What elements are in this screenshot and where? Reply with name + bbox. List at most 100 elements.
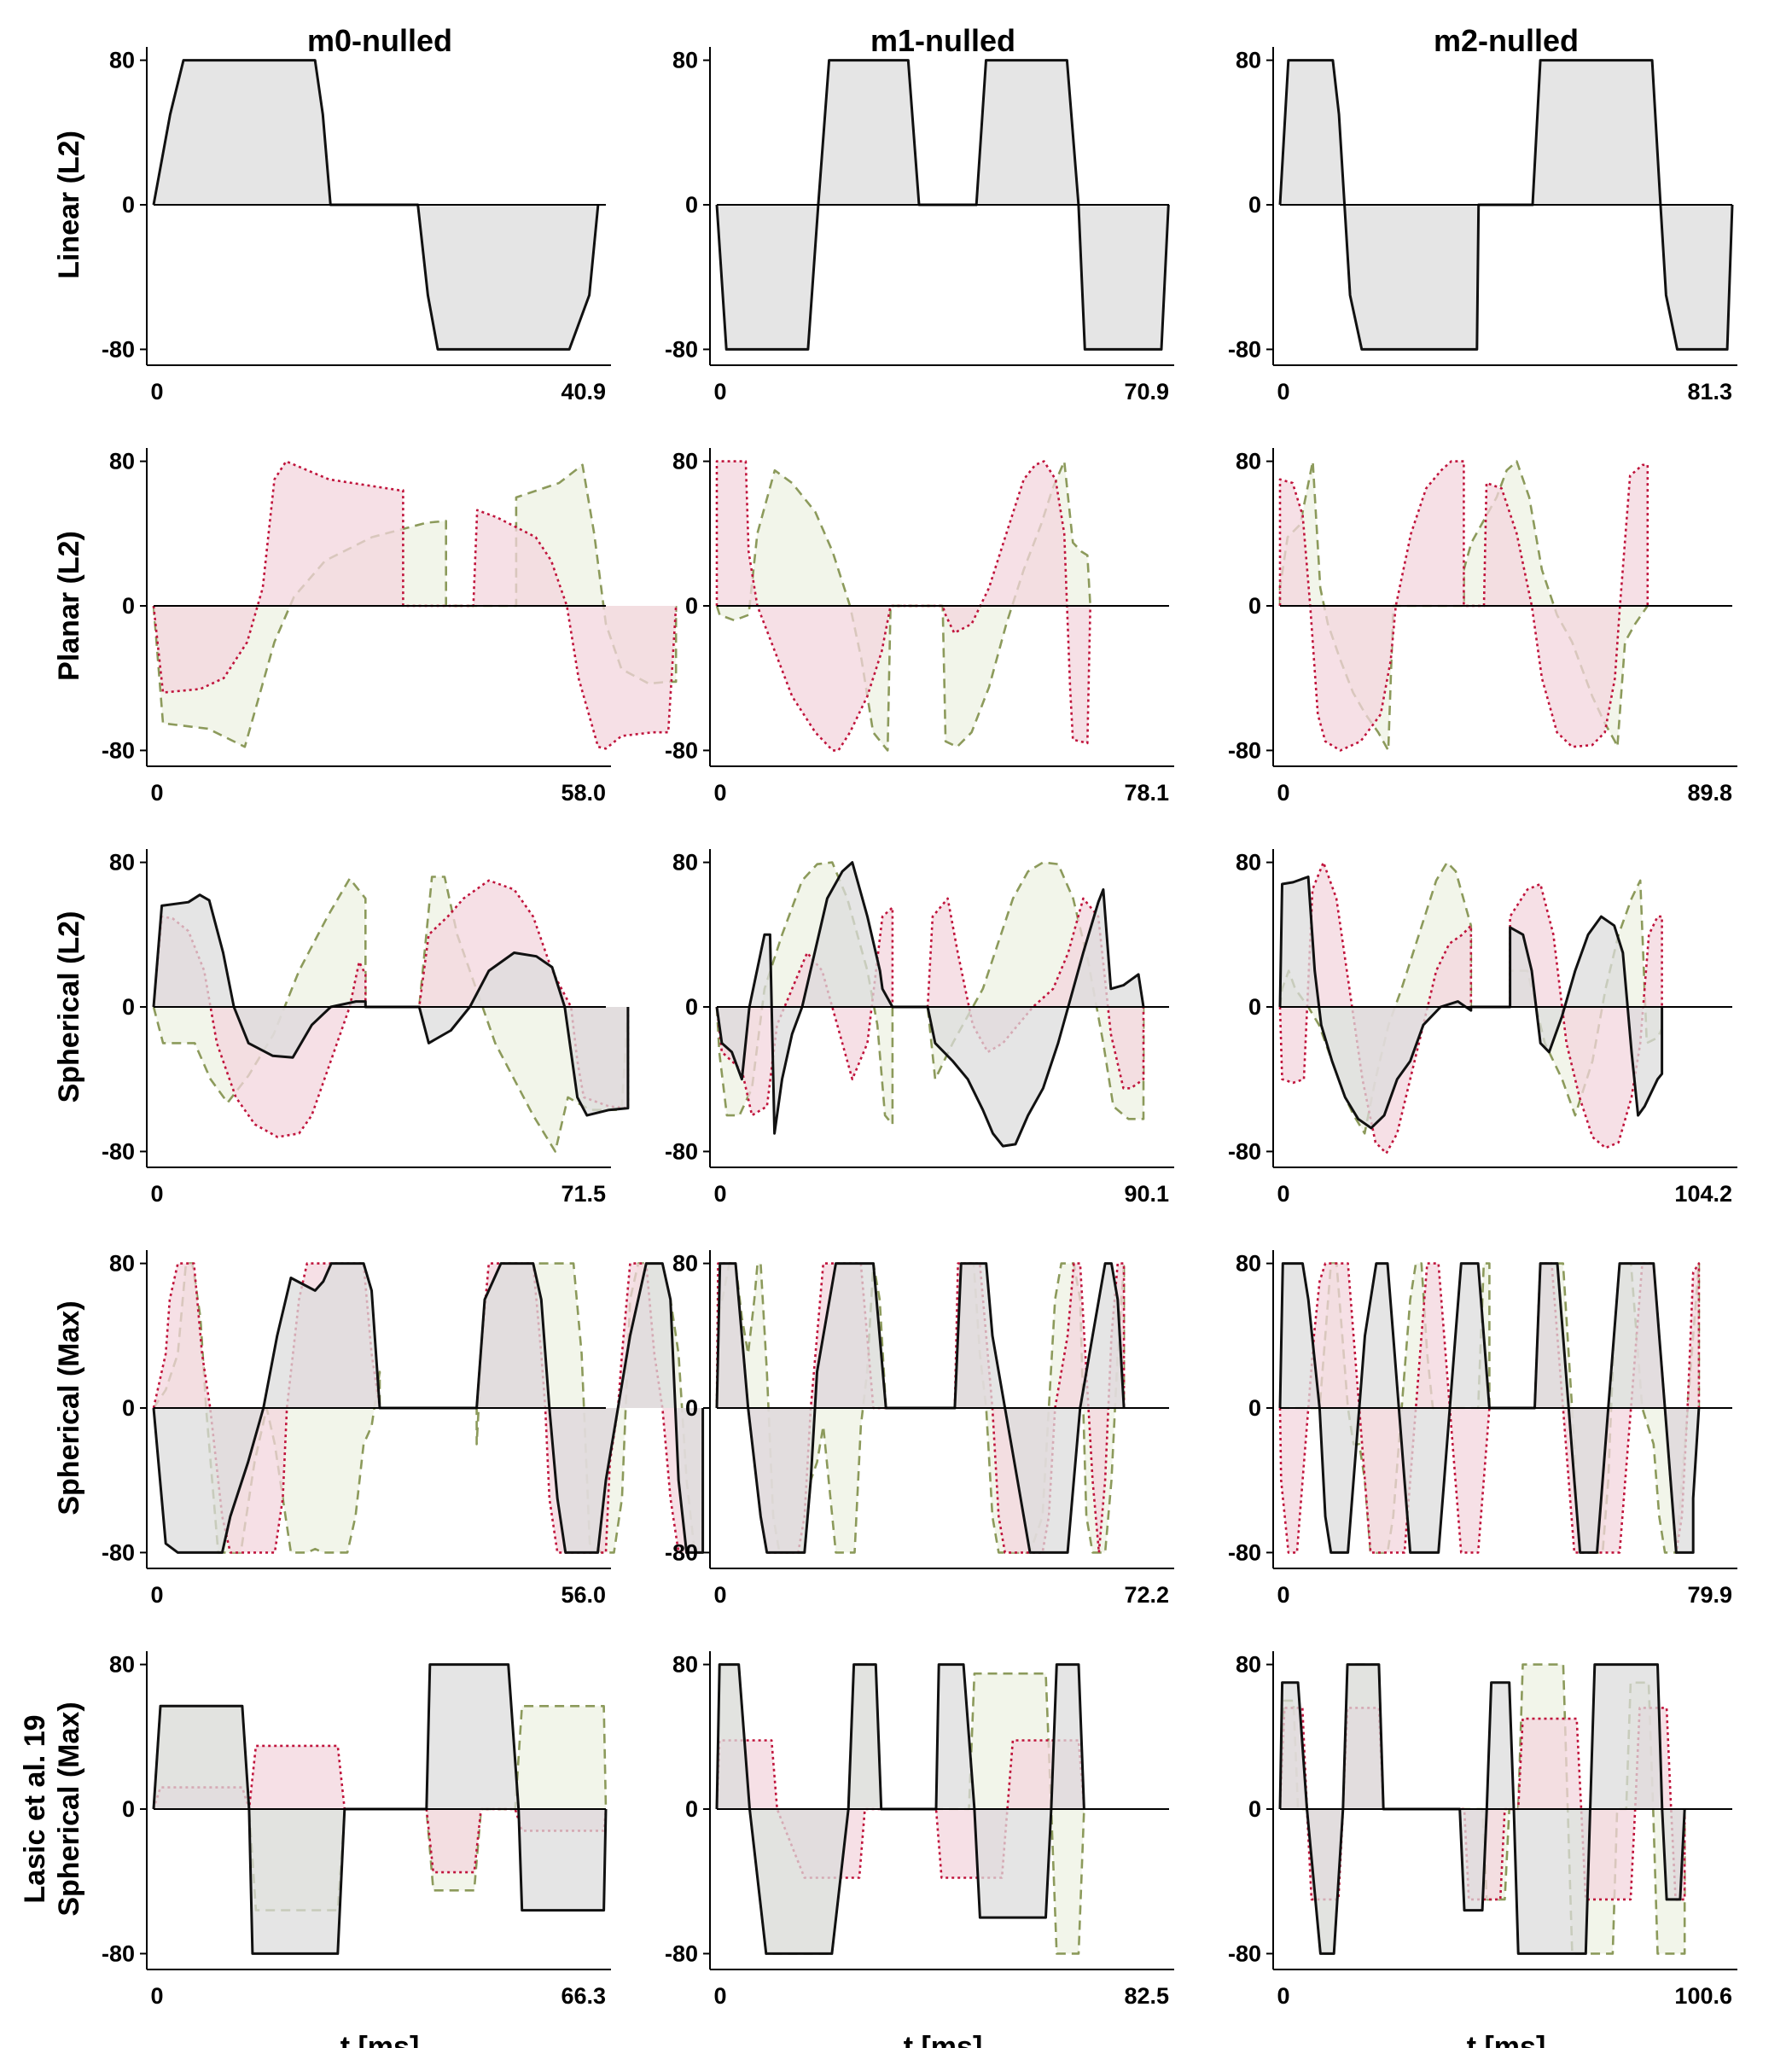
y-tick-label: -80: [665, 336, 698, 362]
series-x-fill: [1280, 1263, 1699, 1553]
y-tick-label: 0: [122, 1796, 135, 1822]
series-x-fill: [1280, 60, 1732, 350]
x-start-label: 0: [1277, 379, 1289, 404]
y-tick-label: -80: [1228, 1539, 1261, 1565]
y-tick-label: -80: [102, 737, 135, 763]
row-label: Planar (L2): [53, 531, 85, 681]
duration-label: 58.0: [561, 780, 606, 806]
y-tick-label: 80: [109, 850, 135, 876]
row-label: Spherical (L2): [53, 911, 85, 1103]
panel: 80 0 -80 0 72.2: [665, 1250, 1174, 1608]
panel: 80 0 -80 0 81.3: [1228, 47, 1737, 404]
row-label: Spherical (Max): [53, 1702, 85, 1916]
series-x-fill: [154, 1263, 703, 1553]
panel: 80 0 -80 0 100.6: [1228, 1651, 1737, 2009]
duration-label: 56.0: [561, 1582, 606, 1608]
y-tick-label: -80: [102, 1539, 135, 1565]
y-tick-label: 80: [1236, 850, 1261, 876]
y-tick-label: 0: [685, 1395, 698, 1421]
duration-label: 81.3: [1687, 379, 1732, 404]
y-tick-label: 0: [685, 192, 698, 218]
column-title: m2-nulled: [1434, 23, 1579, 58]
y-tick-label: 80: [109, 48, 135, 73]
series-z-fill: [1280, 461, 1648, 751]
y-tick-label: -80: [102, 336, 135, 362]
y-tick-label: -80: [665, 1539, 698, 1565]
x-start-label: 0: [1277, 1181, 1289, 1207]
panel: 80 0 -80 0 104.2: [1228, 849, 1737, 1207]
duration-label: 70.9: [1124, 379, 1169, 404]
series-z-fill: [154, 461, 677, 749]
series-z-fill: [154, 1745, 606, 1873]
y-tick-label: 80: [1236, 1251, 1261, 1277]
y-tick-label: 0: [1248, 1796, 1261, 1822]
duration-label: 79.9: [1687, 1582, 1732, 1608]
series-z-line: [715, 897, 1145, 1117]
y-tick-label: 80: [109, 449, 135, 474]
y-tick-label: -80: [665, 737, 698, 763]
x-start-label: 0: [713, 1582, 726, 1608]
row-label: Lasic et al. 19: [19, 1714, 51, 1903]
series-x-line: [1278, 1663, 1686, 1955]
y-tick-label: 0: [1248, 192, 1261, 218]
series-x-fill: [1280, 876, 1662, 1128]
y-tick-label: 0: [1248, 994, 1261, 1020]
y-tick-label: 80: [109, 1251, 135, 1277]
series-x-line: [152, 1262, 705, 1554]
y-tick-label: 80: [672, 1251, 698, 1277]
y-tick-label: 80: [1236, 48, 1261, 73]
panel: 80 0 -80 0 78.1: [665, 448, 1174, 806]
x-start-label: 0: [713, 1181, 726, 1207]
x-axis-title: t [ms]: [340, 2031, 420, 2048]
series-x-line: [1278, 1262, 1701, 1554]
y-tick-label: 80: [672, 850, 698, 876]
panel: 80 0 -80 0 70.9: [665, 47, 1174, 404]
panel: 80 0 -80 0 82.5: [665, 1651, 1174, 2009]
duration-label: 66.3: [561, 1983, 606, 2009]
duration-label: 90.1: [1124, 1181, 1169, 1207]
y-tick-label: 0: [1248, 593, 1261, 619]
panel: 80 0 -80 0 40.9: [102, 47, 611, 404]
duration-label: 89.8: [1687, 780, 1732, 806]
duration-label: 82.5: [1124, 1983, 1169, 2009]
y-tick-label: -80: [1228, 336, 1261, 362]
series-x-fill: [717, 1263, 1125, 1553]
x-axis-title: t [ms]: [904, 2031, 983, 2048]
y-tick-label: 0: [685, 1796, 698, 1822]
panel: 80 0 -80 0 66.3: [102, 1651, 611, 2009]
y-tick-label: 0: [685, 994, 698, 1020]
x-start-label: 0: [150, 1181, 163, 1207]
series-x-fill: [717, 1664, 1085, 1954]
x-start-label: 0: [1277, 1582, 1289, 1608]
duration-label: 104.2: [1674, 1181, 1732, 1207]
series-z-line: [1278, 1262, 1701, 1554]
x-start-label: 0: [713, 379, 726, 404]
row-label: Spherical (Max): [53, 1300, 85, 1515]
duration-label: 78.1: [1124, 780, 1169, 806]
y-tick-label: 80: [672, 1652, 698, 1678]
x-start-label: 0: [150, 379, 163, 404]
series-z-fill: [154, 880, 628, 1137]
panel: 80 0 -80 0 71.5: [102, 849, 630, 1207]
y-tick-label: 0: [122, 192, 135, 218]
y-tick-label: 0: [122, 1395, 135, 1421]
duration-label: 100.6: [1674, 1983, 1732, 2009]
y-tick-label: -80: [102, 1940, 135, 1966]
series-x-fill: [717, 60, 1169, 350]
y-tick-label: -80: [1228, 1940, 1261, 1966]
x-start-label: 0: [150, 1582, 163, 1608]
duration-label: 40.9: [561, 379, 606, 404]
y-tick-label: -80: [1228, 737, 1261, 763]
duration-label: 71.5: [561, 1181, 606, 1207]
series-y-fill: [154, 1263, 703, 1553]
series-y-line: [715, 1262, 1126, 1554]
y-tick-label: 80: [1236, 449, 1261, 474]
series-z-fill: [717, 461, 1091, 751]
y-tick-label: 80: [109, 1652, 135, 1678]
column-title: m1-nulled: [870, 23, 1015, 58]
x-start-label: 0: [713, 1983, 726, 2009]
series-x-fill: [717, 862, 1143, 1147]
y-tick-label: -80: [665, 1940, 698, 1966]
y-tick-label: -80: [102, 1138, 135, 1164]
x-start-label: 0: [1277, 1983, 1289, 2009]
